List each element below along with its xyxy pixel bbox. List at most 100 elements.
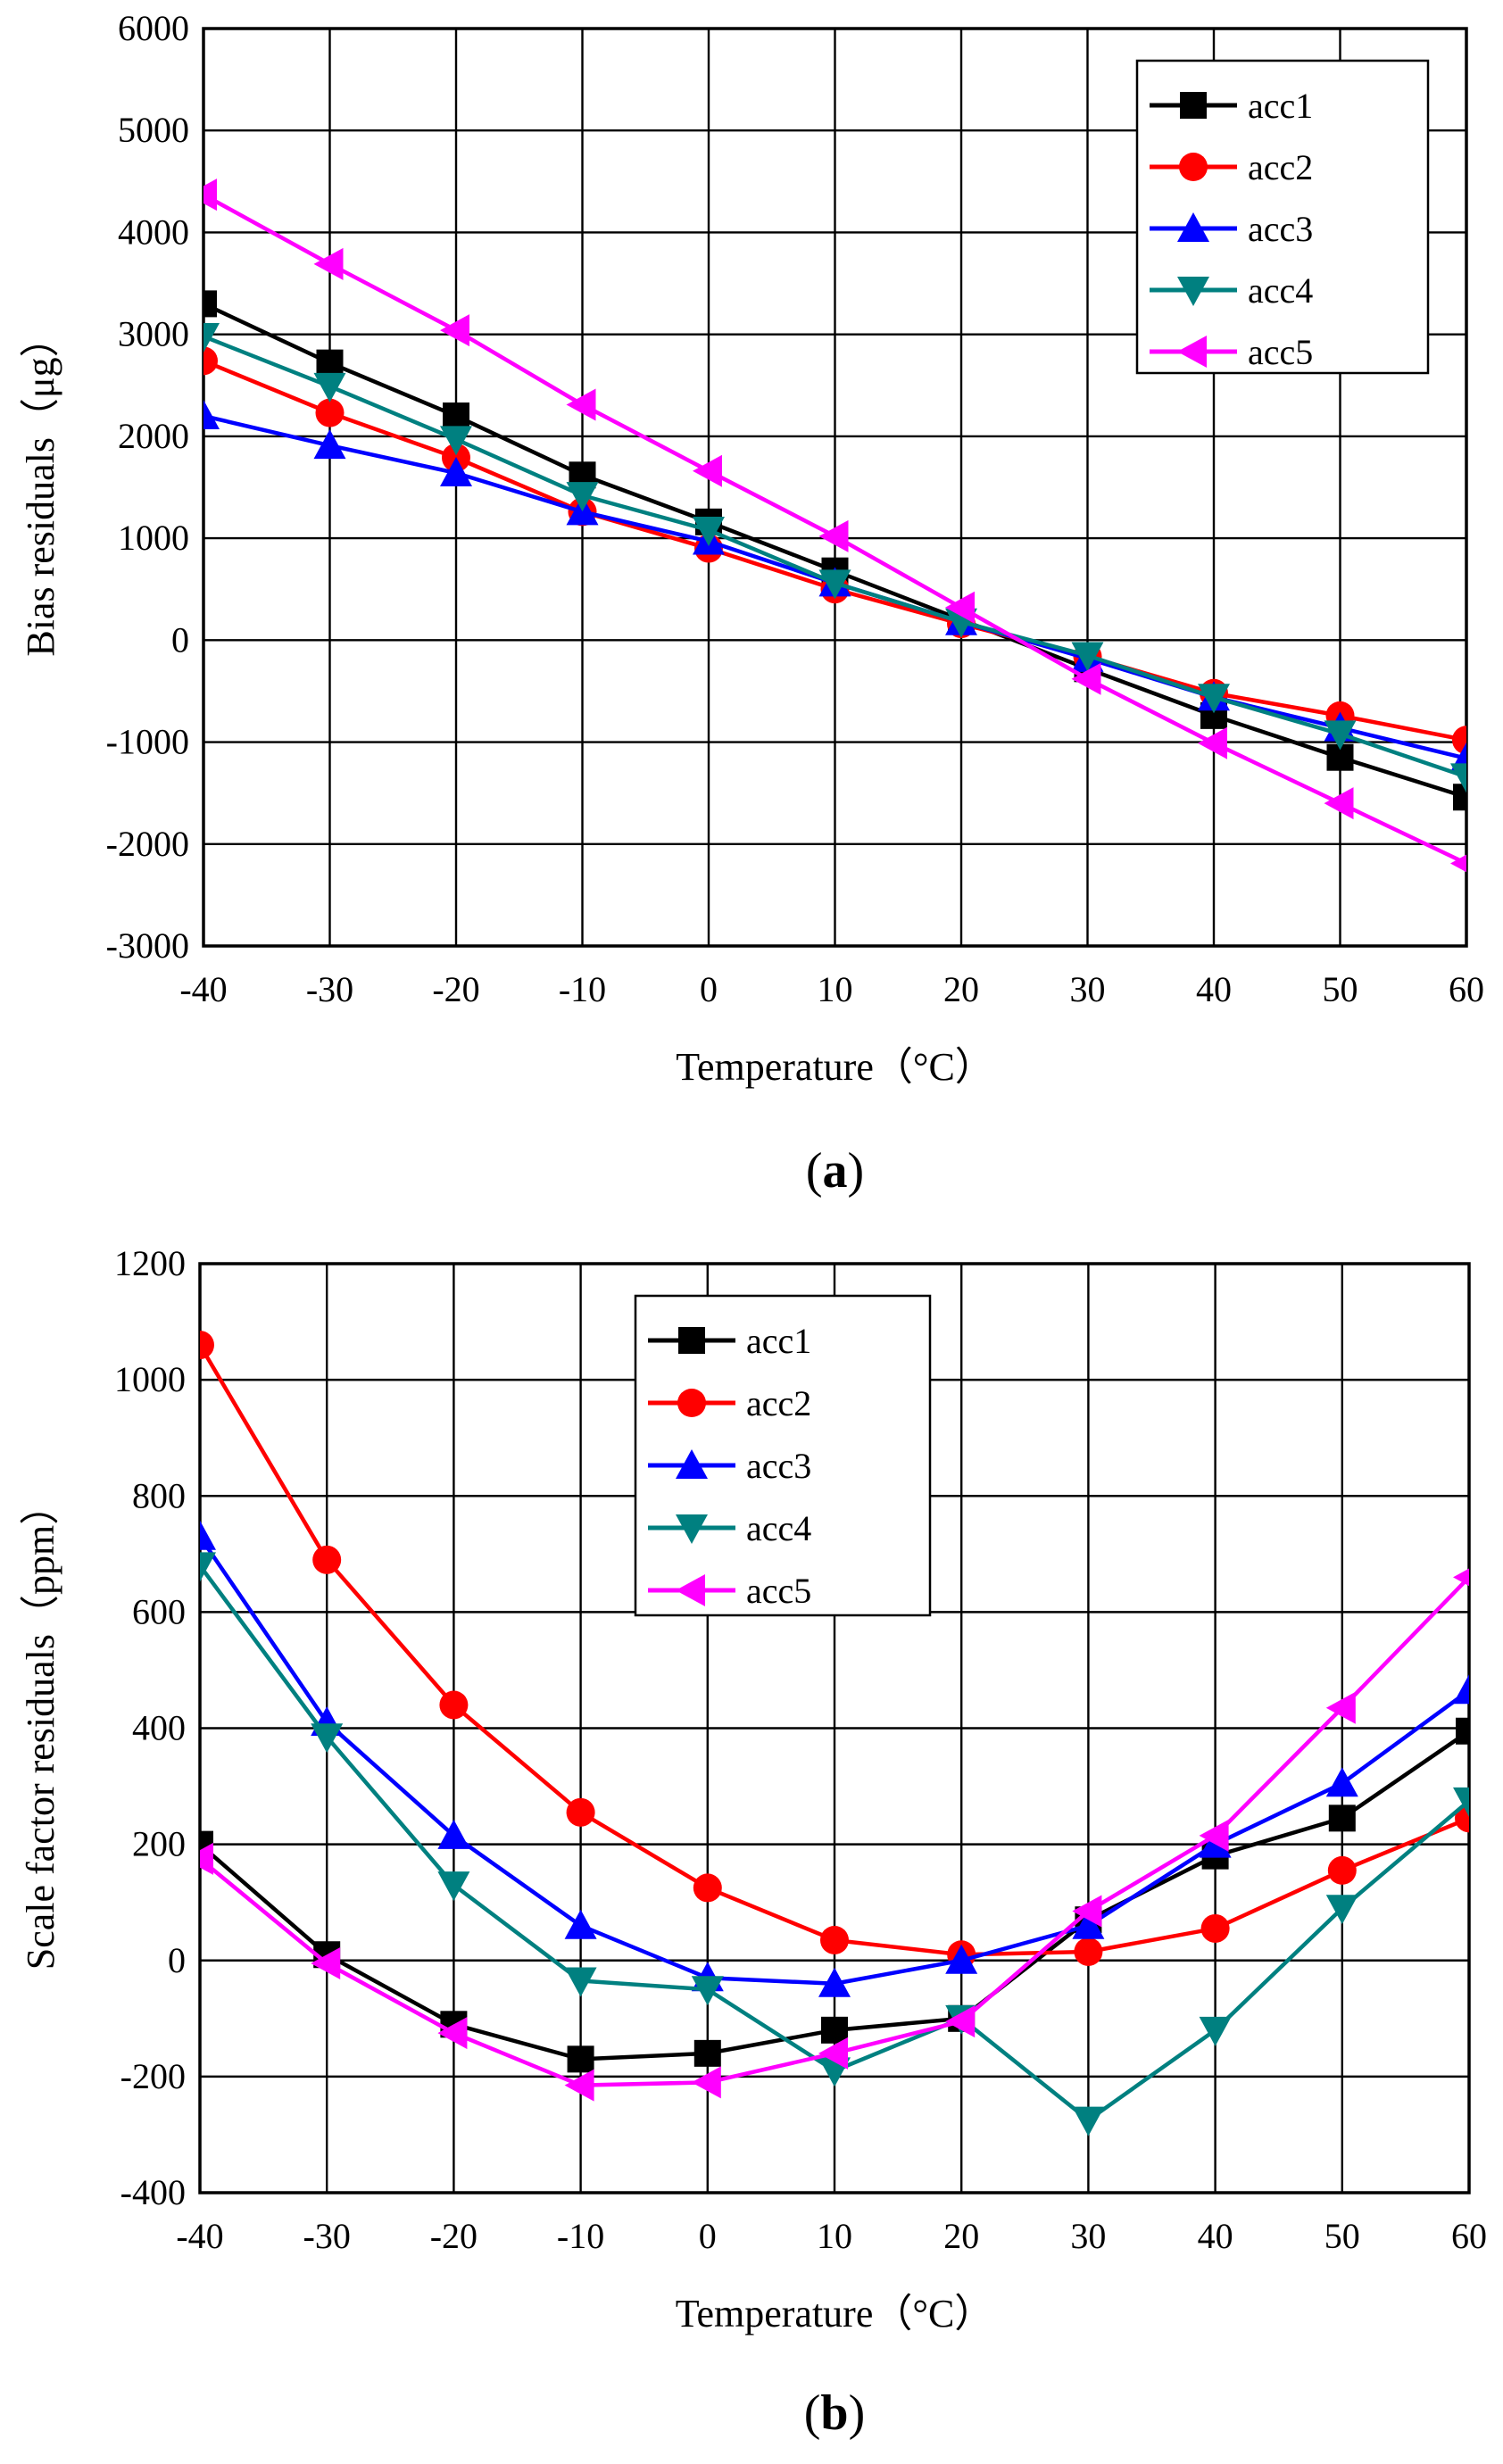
x-tick-label: -20 — [432, 969, 479, 1009]
data-point-acc4 — [313, 372, 346, 402]
data-point-acc5 — [311, 1947, 341, 1980]
y-tick-label: 800 — [132, 1475, 186, 1515]
data-point-acc2 — [200, 1331, 214, 1360]
y-tick-label: 2000 — [118, 416, 189, 456]
y-tick-label: 1000 — [114, 1359, 186, 1399]
y-tick-label: 400 — [132, 1708, 186, 1748]
legend-entry-acc4: acc4 — [1150, 270, 1313, 311]
data-point-acc5 — [818, 519, 849, 552]
x-tick-label: -10 — [559, 969, 606, 1009]
x-tick-label: -40 — [179, 969, 227, 1009]
legend-entry-acc5: acc5 — [1150, 332, 1313, 372]
data-point-acc1 — [693, 2039, 721, 2067]
legend-entry-acc4: acc4 — [648, 1508, 811, 1548]
data-point-acc2 — [1200, 1913, 1230, 1943]
data-point-acc4 — [1453, 1787, 1469, 1817]
legend-entry-acc5: acc5 — [648, 1571, 811, 1611]
legend-marker-acc3 — [676, 1449, 708, 1479]
data-point-acc2 — [820, 1925, 849, 1954]
x-tick-label: 20 — [943, 969, 979, 1009]
y-axis-label: Bias residuals（μg） — [19, 318, 62, 656]
data-point-acc1 — [316, 349, 344, 377]
legend-marker-acc4 — [676, 1514, 708, 1544]
legend-marker-acc3 — [1177, 212, 1209, 242]
legend-marker-acc5 — [676, 1574, 705, 1606]
data-point-acc3 — [203, 400, 220, 430]
legend-label: acc4 — [1248, 270, 1313, 311]
data-point-acc2 — [203, 346, 218, 376]
data-point-acc1 — [567, 2045, 594, 2073]
data-point-acc1 — [1453, 784, 1466, 811]
data-point-acc2 — [315, 398, 345, 427]
legend-label: acc5 — [1248, 332, 1313, 372]
y-tick-label: 0 — [171, 619, 189, 660]
data-point-acc5 — [1324, 787, 1354, 820]
data-point-acc4 — [1324, 720, 1357, 751]
data-point-acc5 — [1072, 1895, 1102, 1928]
data-point-acc5 — [1450, 854, 1466, 873]
data-point-acc3 — [1072, 1909, 1105, 1939]
x-tick-label: 40 — [1198, 2216, 1233, 2256]
legend-entry-acc3: acc3 — [648, 1446, 811, 1486]
y-tick-label: 5000 — [118, 110, 189, 150]
legend-label: acc5 — [746, 1571, 811, 1611]
data-point-acc3 — [1325, 1767, 1358, 1797]
y-tick-label: -2000 — [106, 824, 189, 864]
data-point-acc4 — [1325, 1895, 1358, 1925]
series-acc5 — [200, 1568, 1469, 2102]
data-point-acc3 — [313, 429, 346, 460]
x-tick-label: 30 — [1070, 969, 1106, 1009]
data-point-acc4 — [564, 1967, 597, 1997]
x-axis-label: Temperature（°C） — [676, 2292, 994, 2335]
data-point-acc3 — [564, 1909, 597, 1939]
data-point-acc2 — [439, 1690, 469, 1720]
x-tick-label: -20 — [430, 2216, 477, 2256]
data-point-acc3 — [440, 457, 472, 487]
x-tick-label: 60 — [1451, 2216, 1487, 2256]
panel-label: (b) — [804, 2385, 865, 2441]
y-tick-label: -1000 — [106, 722, 189, 762]
y-tick-label: 3000 — [118, 314, 189, 354]
data-point-acc5 — [313, 247, 344, 280]
data-point-acc4 — [1199, 2016, 1232, 2046]
data-point-acc2 — [566, 1797, 595, 1827]
data-point-acc4 — [566, 482, 599, 512]
data-point-acc2 — [1452, 726, 1466, 755]
chart-panel-a: -40 -30 -20 -10 0 10 20 30 40 50 60 -3000 -2000 -1000… — [19, 8, 1484, 1199]
data-point-acc4 — [691, 1976, 724, 2006]
y-tick-label: -3000 — [106, 925, 189, 966]
legend-entry-acc3: acc3 — [1150, 209, 1313, 249]
legend-entry-acc2: acc2 — [648, 1383, 811, 1423]
y-tick-label: -200 — [120, 2056, 186, 2096]
x-axis-label: Temperature（°C） — [676, 1045, 994, 1089]
x-tick-label: 10 — [817, 2216, 852, 2256]
x-tick-label: 10 — [818, 969, 853, 1009]
data-point-acc4 — [1072, 2106, 1105, 2136]
data-point-acc5 — [203, 178, 217, 212]
legend-marker-acc5 — [1177, 336, 1207, 368]
y-tick-label: 1200 — [114, 1243, 186, 1283]
data-point-acc5 — [945, 2005, 976, 2038]
chart-panel-b: -40 -30 -20 -10 0 10 20 30 40 50 60 -400 -200 0 200 400… — [19, 1243, 1487, 2441]
legend-marker-acc1 — [678, 1327, 705, 1354]
y-axis-label: Scale factor residuals（ppm） — [19, 1486, 62, 1970]
x-tick-label: 0 — [700, 969, 718, 1009]
legend-label: acc3 — [746, 1446, 811, 1486]
x-tick-label: -10 — [557, 2216, 604, 2256]
y-tick-label: 600 — [132, 1591, 186, 1631]
data-point-acc4 — [311, 1723, 344, 1754]
x-tick-label: -30 — [303, 2216, 351, 2256]
data-point-acc3 — [945, 1944, 978, 1974]
data-point-acc5 — [440, 314, 469, 347]
data-point-acc1 — [1456, 1717, 1469, 1745]
plot-frame — [202, 27, 1468, 948]
data-point-acc1 — [1328, 1804, 1356, 1832]
legend: acc1 acc2 acc3 acc4 acc5 — [1135, 59, 1430, 375]
legend-marker-acc2 — [677, 1389, 706, 1417]
data-point-acc1 — [821, 2016, 848, 2044]
data-point-acc5 — [1071, 662, 1101, 695]
x-tick-label: 30 — [1070, 2216, 1106, 2256]
y-tick-label: 1000 — [118, 518, 189, 558]
data-point-acc5 — [437, 2017, 468, 2050]
legend-entry-acc1: acc1 — [648, 1321, 811, 1361]
